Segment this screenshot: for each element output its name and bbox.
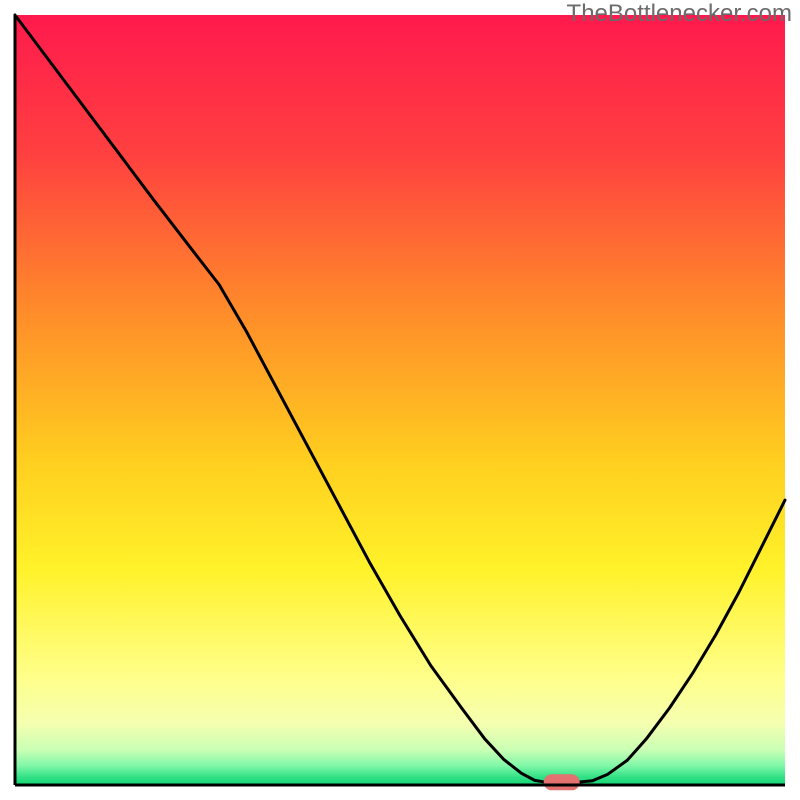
optimal-marker [544,774,580,790]
bottleneck-chart: TheBottlenecker.com [0,0,800,800]
chart-svg [0,0,800,800]
gradient-fill [15,15,785,785]
watermark-label: TheBottlenecker.com [567,0,792,28]
